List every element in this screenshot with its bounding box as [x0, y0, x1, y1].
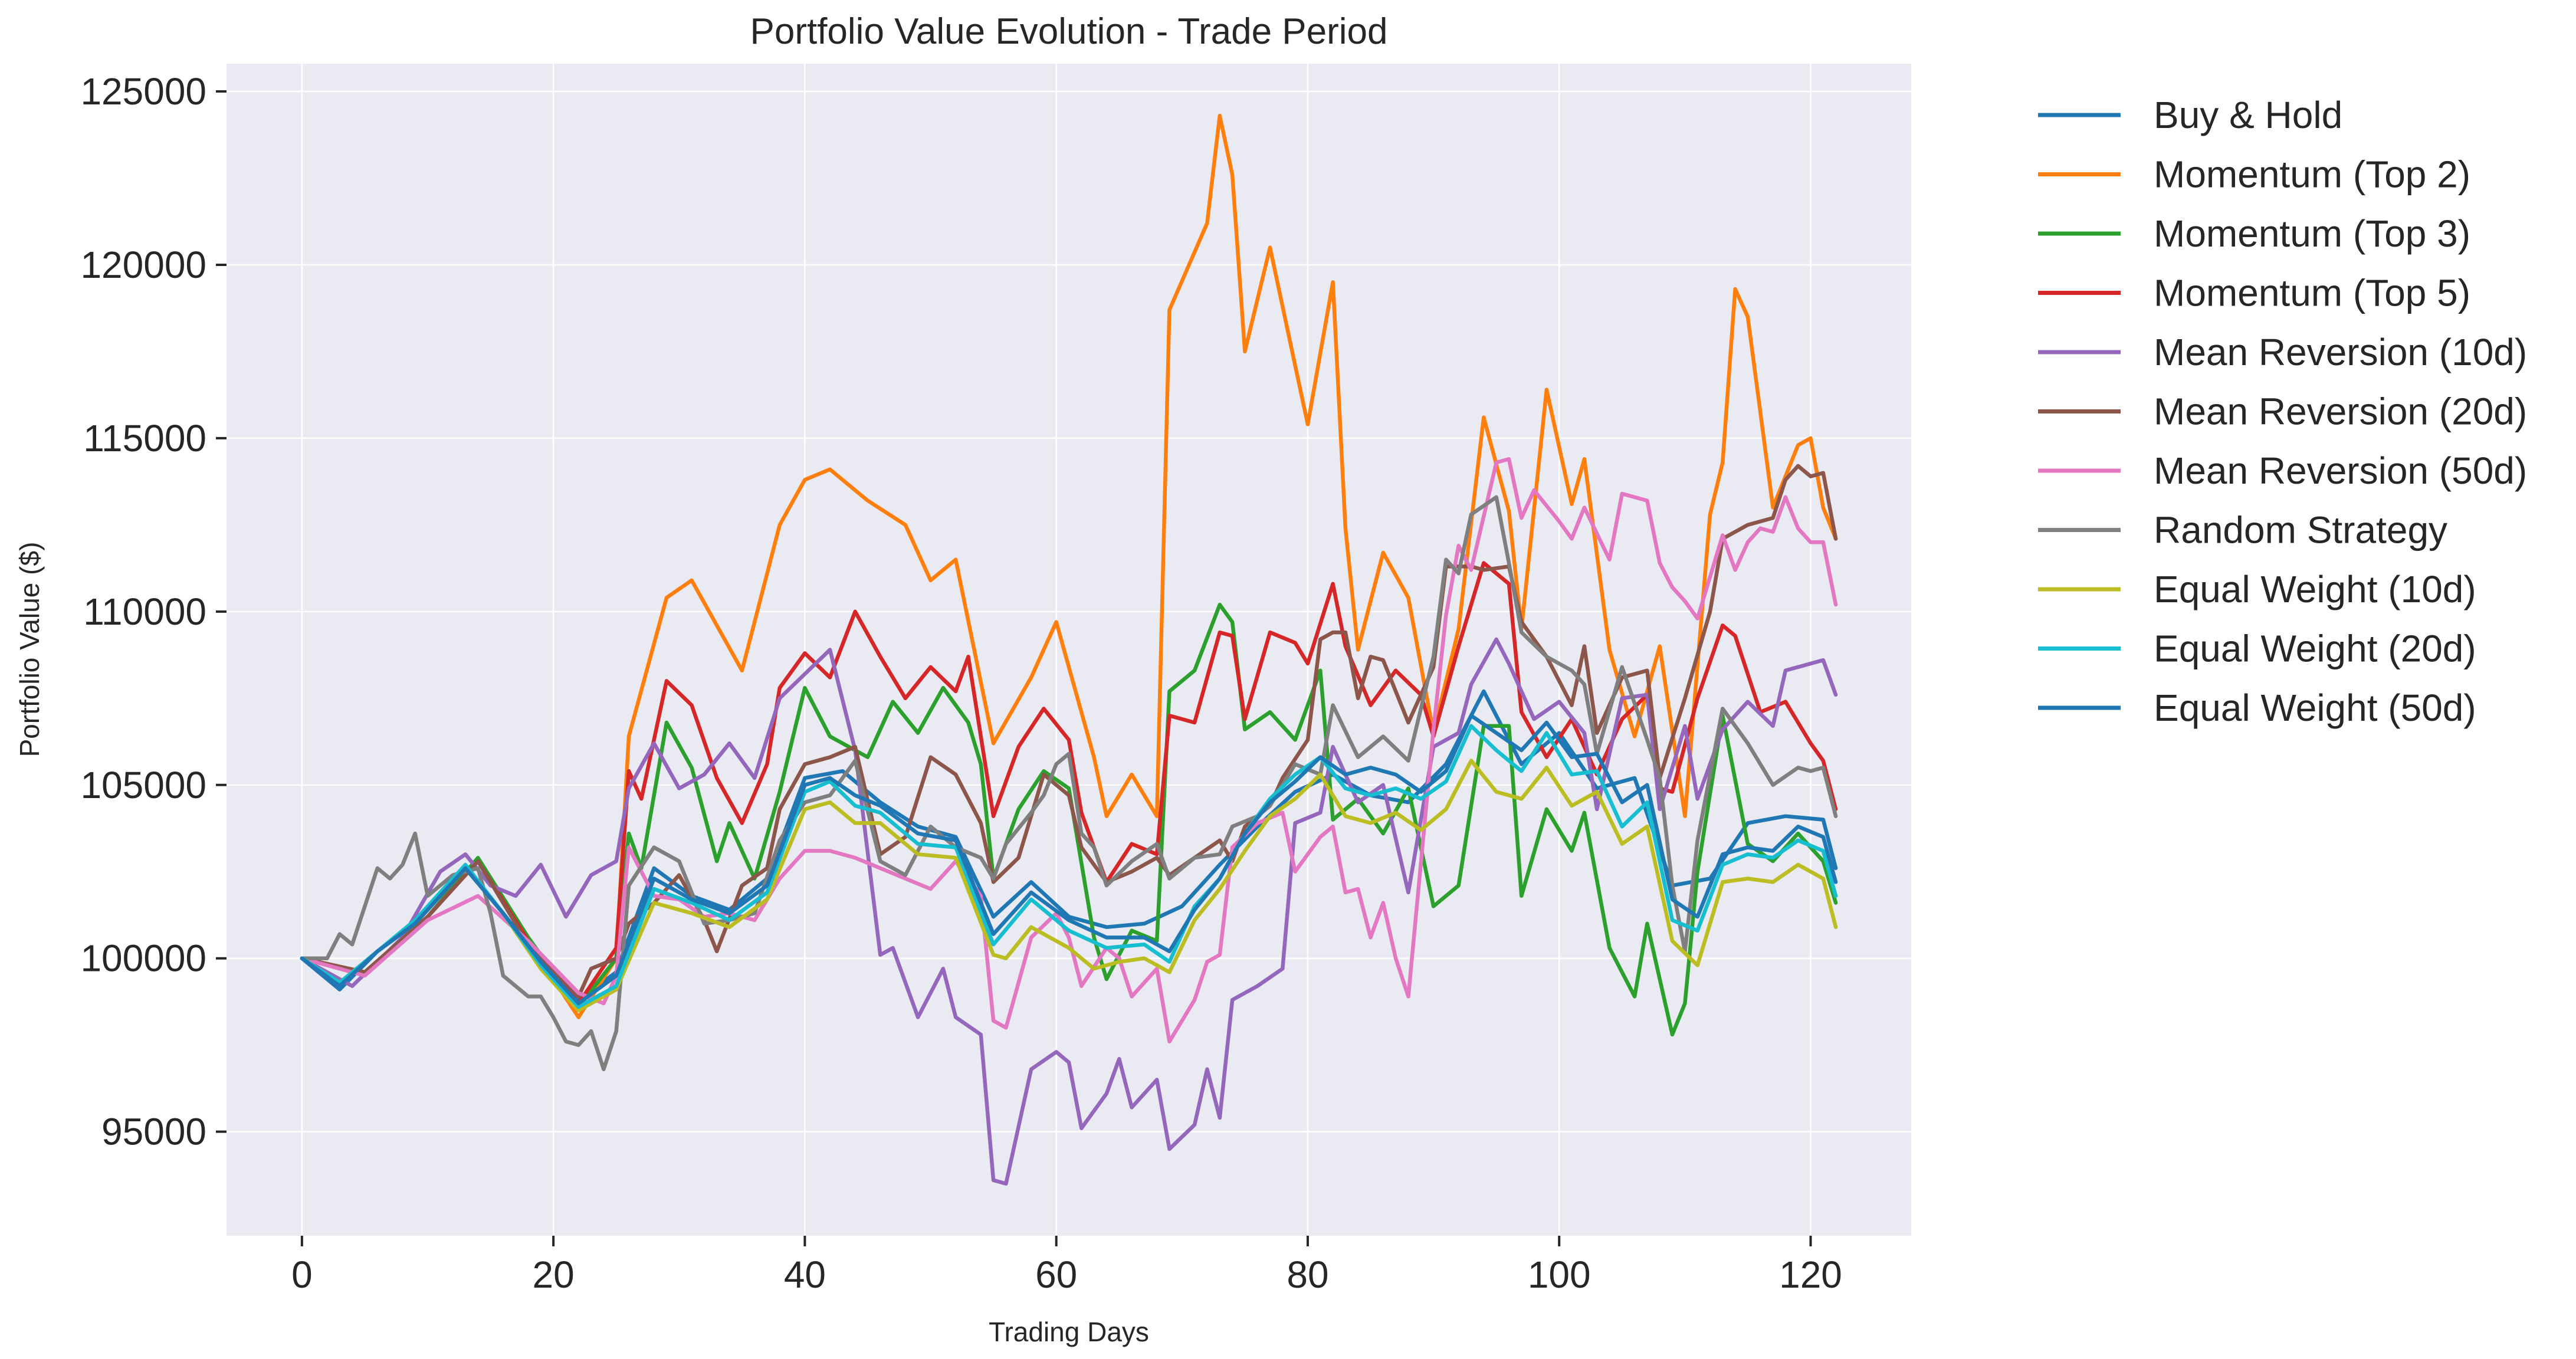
legend-label: Random Strategy: [2154, 509, 2447, 552]
x-tick-label: 80: [1287, 1253, 1328, 1296]
legend-label: Equal Weight (50d): [2154, 687, 2476, 729]
series-line: [300, 495, 1838, 1072]
y-tick-label: 110000: [83, 590, 206, 633]
legend-label: Momentum (Top 2): [2154, 153, 2470, 196]
legend-label: Mean Reversion (20d): [2154, 390, 2527, 433]
y-tick-label: 125000: [80, 70, 206, 113]
series-line: [300, 113, 1838, 1019]
legend-label: Mean Reversion (50d): [2154, 449, 2527, 492]
legend-label: Momentum (Top 5): [2154, 272, 2470, 314]
legend-label: Momentum (Top 3): [2154, 212, 2470, 255]
axes: 0 20 40 60 80 100 120 95000 100000 105000 110000 11…: [80, 70, 1842, 1296]
series-lines: [300, 113, 1838, 1186]
legend-label: Equal Weight (10d): [2154, 568, 2476, 610]
x-axis-label: Trading Days: [989, 1317, 1149, 1347]
legend-label: Equal Weight (20d): [2154, 628, 2476, 670]
chart-title: Portfolio Value Evolution - Trade Period: [750, 11, 1387, 52]
series-line: [300, 713, 1838, 1006]
x-tick-label: 40: [784, 1253, 826, 1296]
series-line: [300, 464, 1838, 999]
y-tick-label: 95000: [101, 1111, 206, 1153]
legend: Buy & Hold Momentum (Top 2) Momentum (Top …: [2038, 94, 2527, 729]
legend-label: Buy & Hold: [2154, 94, 2342, 136]
series-line: [300, 457, 1838, 1044]
x-tick-label: 100: [1528, 1253, 1591, 1296]
x-tick-label: 120: [1779, 1253, 1842, 1296]
x-tick-label: 20: [533, 1253, 575, 1296]
legend-label: Mean Reversion (10d): [2154, 331, 2527, 373]
series-line: [300, 602, 1838, 1037]
y-tick-label: 120000: [80, 244, 206, 286]
y-tick-label: 100000: [80, 937, 206, 980]
y-tick-label: 115000: [83, 417, 206, 459]
plot-area: [227, 64, 1911, 1236]
x-tick-label: 60: [1035, 1253, 1077, 1296]
y-tick-label: 105000: [80, 764, 206, 806]
y-axis-label: Portfolio Value ($): [14, 542, 45, 757]
series-line: [300, 759, 1838, 1013]
grid: [227, 64, 1911, 1236]
x-tick-label: 0: [291, 1253, 313, 1296]
